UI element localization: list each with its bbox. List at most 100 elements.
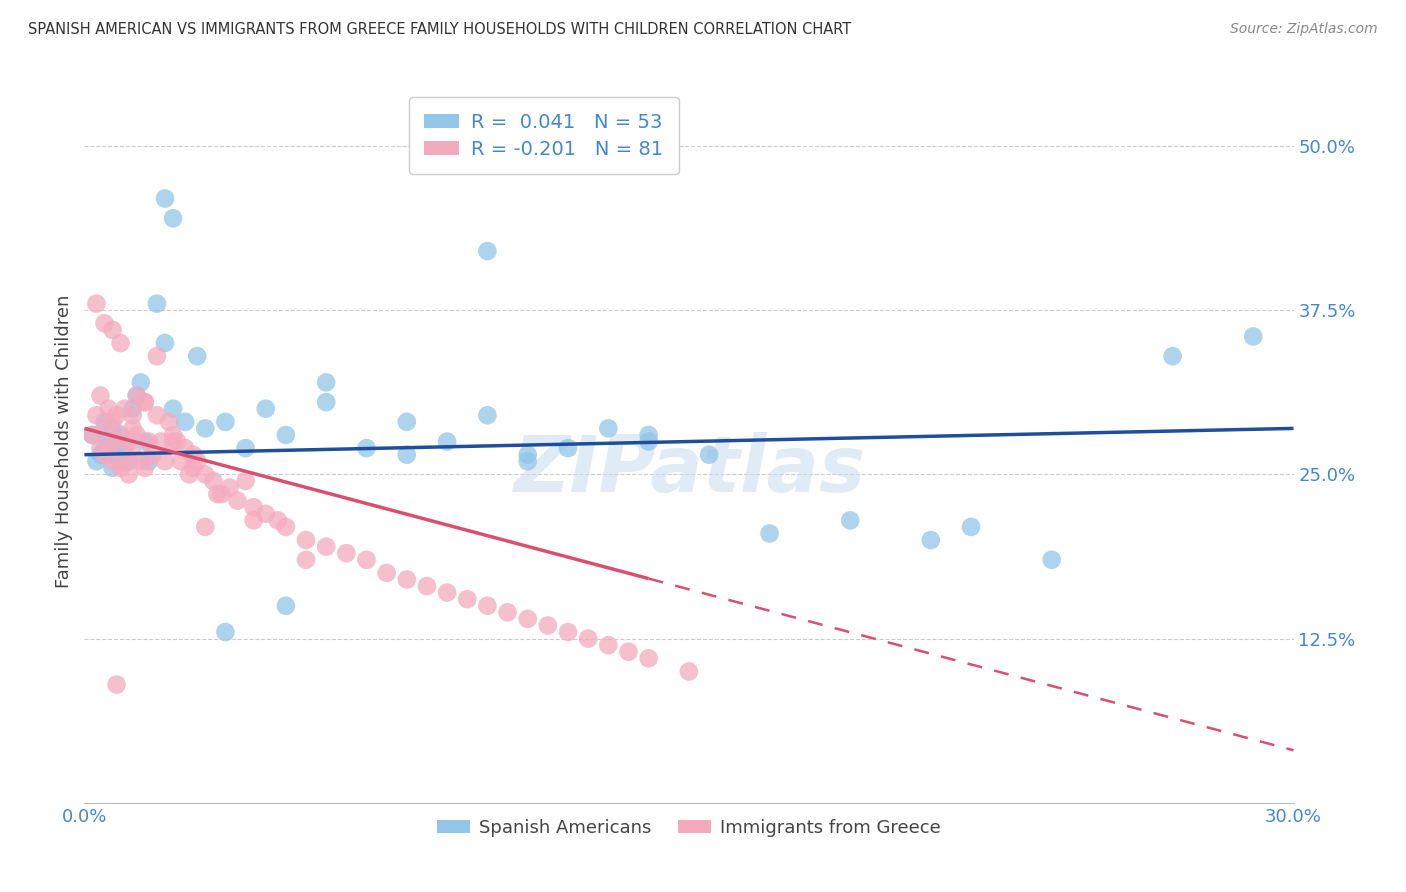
Point	[516, 448, 538, 462]
Point	[89, 388, 111, 402]
Point	[114, 401, 136, 416]
Point	[138, 454, 160, 468]
Point	[146, 349, 169, 363]
Point	[121, 448, 143, 462]
Point	[1161, 349, 1184, 363]
Point	[1241, 329, 1264, 343]
Point	[960, 520, 983, 534]
Point	[179, 467, 201, 482]
Point	[697, 448, 720, 462]
Point	[153, 454, 176, 468]
Point	[274, 599, 297, 613]
Point	[209, 487, 232, 501]
Point	[335, 546, 357, 560]
Point	[105, 434, 128, 449]
Point	[138, 434, 160, 449]
Point	[637, 428, 659, 442]
Point	[254, 401, 277, 416]
Point	[174, 441, 197, 455]
Point	[118, 434, 141, 449]
Point	[637, 434, 659, 449]
Y-axis label: Family Households with Children: Family Households with Children	[55, 295, 73, 588]
Point	[157, 415, 180, 429]
Point	[207, 487, 229, 501]
Point	[105, 677, 128, 691]
Point	[181, 448, 204, 462]
Point	[134, 395, 156, 409]
Point	[110, 428, 132, 442]
Point	[254, 507, 277, 521]
Point	[125, 388, 148, 402]
Point	[149, 434, 172, 449]
Point	[125, 388, 148, 402]
Point	[356, 553, 378, 567]
Point	[93, 448, 115, 462]
Point	[416, 579, 439, 593]
Point	[617, 645, 640, 659]
Point	[267, 513, 290, 527]
Text: ZIPatlas: ZIPatlas	[513, 433, 865, 508]
Legend: Spanish Americans, Immigrants from Greece: Spanish Americans, Immigrants from Greec…	[430, 812, 948, 845]
Point	[516, 612, 538, 626]
Point	[496, 605, 519, 619]
Point	[598, 638, 620, 652]
Point	[93, 441, 115, 455]
Point	[557, 441, 579, 455]
Point	[162, 211, 184, 226]
Point	[295, 533, 318, 547]
Point	[142, 448, 165, 462]
Point	[97, 441, 120, 455]
Point	[274, 428, 297, 442]
Point	[121, 409, 143, 423]
Point	[242, 513, 264, 527]
Point	[174, 415, 197, 429]
Point	[477, 409, 499, 423]
Point	[134, 395, 156, 409]
Point	[1040, 553, 1063, 567]
Point	[101, 421, 124, 435]
Point	[89, 441, 111, 455]
Point	[101, 415, 124, 429]
Point	[97, 434, 120, 449]
Point	[110, 428, 132, 442]
Point	[557, 625, 579, 640]
Point	[214, 415, 236, 429]
Point	[194, 520, 217, 534]
Text: Source: ZipAtlas.com: Source: ZipAtlas.com	[1230, 22, 1378, 37]
Point	[395, 448, 418, 462]
Point	[101, 454, 124, 468]
Point	[129, 376, 152, 390]
Point	[436, 585, 458, 599]
Point	[477, 244, 499, 258]
Point	[235, 441, 257, 455]
Point	[118, 467, 141, 482]
Point	[436, 434, 458, 449]
Point	[181, 460, 204, 475]
Point	[153, 336, 176, 351]
Point	[86, 454, 108, 468]
Text: SPANISH AMERICAN VS IMMIGRANTS FROM GREECE FAMILY HOUSEHOLDS WITH CHILDREN CORRE: SPANISH AMERICAN VS IMMIGRANTS FROM GREE…	[28, 22, 852, 37]
Point	[186, 454, 208, 468]
Point	[395, 415, 418, 429]
Point	[93, 421, 115, 435]
Point	[395, 573, 418, 587]
Point	[576, 632, 599, 646]
Point	[153, 192, 176, 206]
Point	[274, 520, 297, 534]
Point	[162, 428, 184, 442]
Point	[678, 665, 700, 679]
Point	[86, 296, 108, 310]
Point	[315, 540, 337, 554]
Point	[162, 434, 184, 449]
Point	[114, 441, 136, 455]
Point	[194, 467, 217, 482]
Point	[214, 625, 236, 640]
Point	[114, 454, 136, 468]
Point	[194, 421, 217, 435]
Point	[129, 454, 152, 468]
Point	[118, 454, 141, 468]
Point	[295, 553, 318, 567]
Point	[97, 401, 120, 416]
Point	[105, 409, 128, 423]
Point	[235, 474, 257, 488]
